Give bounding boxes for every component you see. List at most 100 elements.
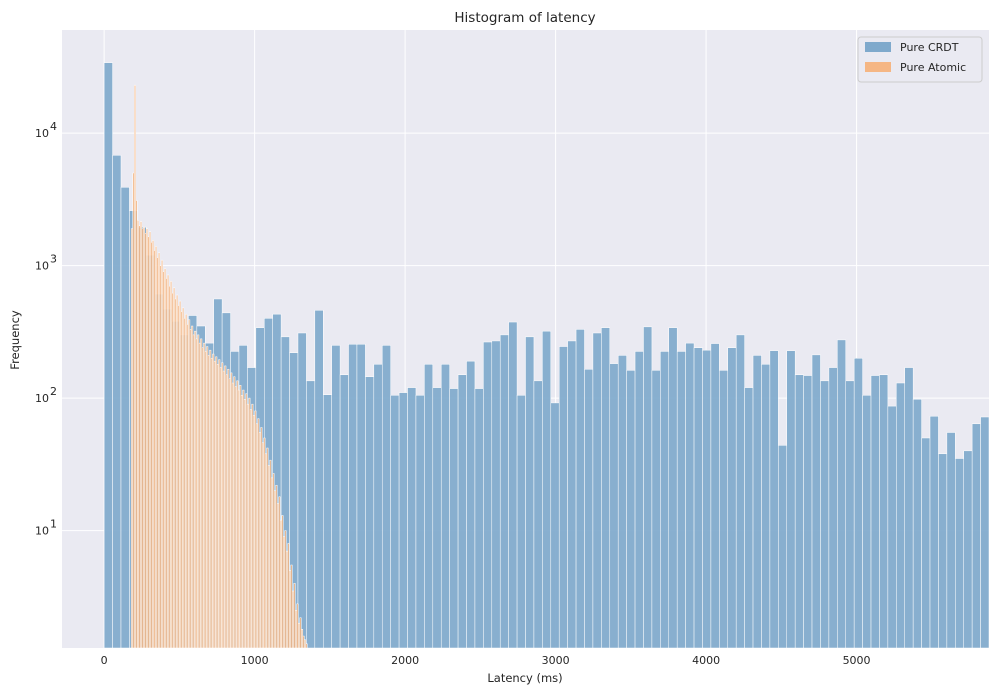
bar-pure-crdt [314,310,324,649]
bar-pure-crdt [297,332,307,649]
bar-pure-crdt [963,450,973,649]
legend-label-pure-crdt: Pure CRDT [900,41,959,54]
bar-pure-crdt [626,370,636,649]
x-tick-label: 2000 [391,654,419,667]
bar-pure-crdt [634,351,644,649]
bar-pure-crdt [584,369,594,649]
x-axis-ticks: 0 1000 2000 3000 4000 5000 [101,654,871,667]
legend-label-pure-atomic: Pure Atomic [900,61,966,74]
bar-pure-crdt [803,375,813,649]
bar-pure-crdt [365,376,375,649]
y-tick-exponent: 2 [50,385,57,398]
bar-pure-crdt [676,351,686,649]
bar-pure-crdt [415,395,425,649]
bar-pure-crdt [356,343,366,649]
bar-pure-crdt [853,357,863,649]
legend-swatch-pure-atomic [865,62,891,72]
bar-pure-crdt [466,360,476,649]
bar-pure-crdt [845,380,855,649]
bar-pure-crdt [331,345,341,649]
bar-pure-crdt [879,374,889,649]
bar-pure-crdt [946,432,956,649]
bar-pure-crdt [896,382,905,649]
bar-pure-crdt [592,332,602,649]
bar-pure-crdt [483,341,493,649]
bar-pure-crdt [727,347,737,649]
bar-pure-crdt [651,370,661,649]
bar-pure-crdt [904,367,914,649]
bar-pure-crdt [820,380,830,649]
bar-pure-crdt [339,374,349,649]
bar-pure-crdt [643,326,653,649]
bar-pure-crdt [525,336,535,649]
bar-pure-crdt [516,395,526,649]
bar-pure-crdt [769,350,779,649]
bar-pure-crdt [491,340,501,649]
legend: Pure CRDT Pure Atomic [857,36,983,83]
bar-pure-crdt [348,343,358,649]
y-tick-exponent: 1 [50,518,57,531]
bar-pure-crdt [449,388,459,649]
bar-pure-crdt [752,355,762,649]
x-tick-label: 4000 [692,654,720,667]
bar-pure-crdt [702,349,712,649]
bar-pure-crdt [390,395,400,649]
bar-pure-crdt [558,346,568,649]
y-axis-title: Frequency [8,310,22,370]
y-tick-label: 10 [35,525,49,538]
bar-pure-crdt [432,387,442,649]
x-axis-title: Latency (ms) [487,671,562,685]
x-tick-label: 1000 [241,654,269,667]
bar-pure-crdt [786,350,796,649]
bar-pure-crdt [761,364,771,649]
bar-pure-crdt [685,342,695,649]
bar-pure-crdt [929,415,939,649]
bar-pure-crdt [778,445,787,649]
bar-pure-crdt [499,334,509,649]
bar-pure-crdt [601,327,611,649]
bar-pure-crdt [533,380,543,649]
bar-pure-crdt [811,354,821,649]
bar-pure-crdt [837,339,846,649]
bar-pure-crdt [862,395,872,649]
bar-pure-crdt [980,416,990,649]
bar-pure-crdt [921,437,931,649]
bar-pure-crdt [955,458,964,649]
x-tick-label: 5000 [843,654,871,667]
y-tick-label: 10 [35,260,49,273]
bar-pure-crdt [971,423,981,649]
bar-pure-crdt [609,363,619,649]
bar-pure-crdt [828,367,838,649]
y-tick-label: 10 [35,127,49,140]
bar-pure-crdt [870,375,880,649]
bar-pure-crdt [407,387,417,649]
bar-pure-crdt [617,355,627,649]
bar-pure-crdt [719,370,729,649]
bar-pure-crdt [474,388,484,649]
bar-pure-crdt [398,392,408,649]
bar-pure-crdt [440,364,450,649]
bar-pure-crdt [550,402,560,649]
series-pure-atomic [130,84,308,649]
y-tick-exponent: 4 [50,120,57,133]
bar-pure-crdt [508,321,518,649]
bar-pure-crdt [542,330,552,649]
bar-pure-crdt [794,374,804,649]
bar-pure-crdt [668,327,678,649]
bar-pure-crdt [660,351,670,649]
bar-pure-crdt [744,387,754,649]
bar-pure-crdt [103,62,113,649]
bar-pure-crdt [322,394,332,649]
bar-pure-crdt [457,374,467,649]
y-tick-label: 10 [35,392,49,405]
bar-pure-crdt [373,364,383,649]
bar-pure-crdt [912,399,922,649]
chart-title: Histogram of latency [454,10,595,26]
bar-pure-crdt [306,380,316,649]
bar-pure-crdt [938,453,948,649]
bar-pure-crdt [381,345,391,649]
x-tick-label: 0 [101,654,108,667]
